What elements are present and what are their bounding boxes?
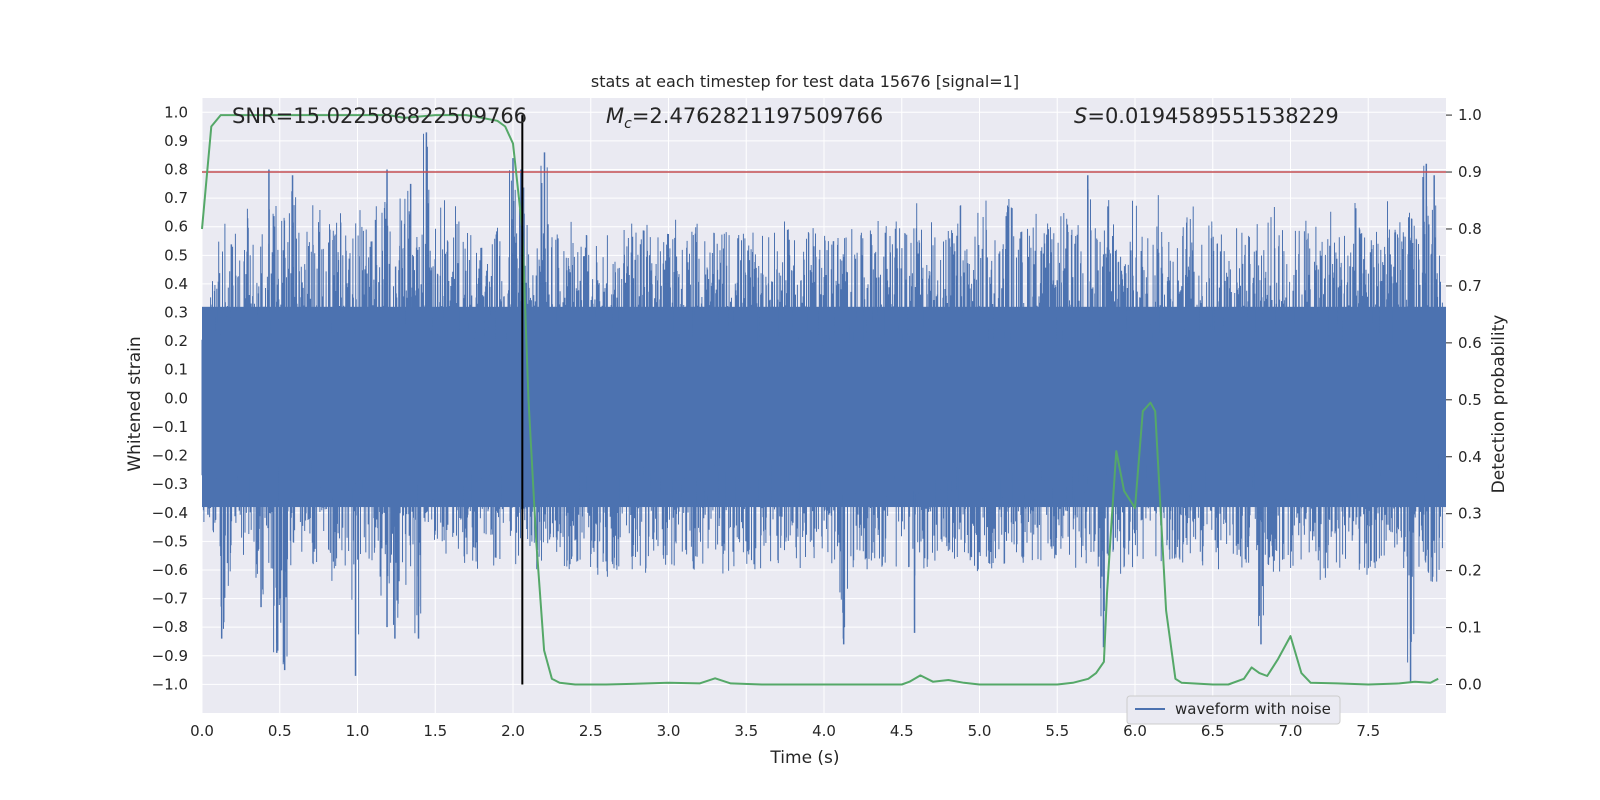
y-axis-label: Whitened strain xyxy=(125,336,145,471)
y-tick-label: −0.7 xyxy=(152,590,188,608)
x-axis-ticks: 0.0 0.5 1.0 1.5 2.0 2.5 3.0 3.5 4.0 4.5 5.0 5.5 6.0 6… xyxy=(190,722,1380,740)
y-tick-label: 0.1 xyxy=(164,361,188,379)
chirp-mass-subscript: c xyxy=(624,116,632,132)
waveform-line xyxy=(201,133,1444,665)
y2-tick-label: 0.1 xyxy=(1458,619,1482,637)
y2-tick-label: 0.7 xyxy=(1458,277,1482,295)
legend-label-waveform: waveform with noise xyxy=(1175,700,1331,718)
y-tick-label: 0.4 xyxy=(164,275,188,293)
y2-tick-label: 0.8 xyxy=(1458,220,1482,238)
y2-tick-label: 0.3 xyxy=(1458,505,1482,523)
y-tick-label: −0.3 xyxy=(152,475,188,493)
y-tick-label: 0.8 xyxy=(164,161,188,179)
y-tick-label: −0.6 xyxy=(152,561,188,579)
x-tick-label: 1.5 xyxy=(423,722,447,740)
y2-tick-label: 0.4 xyxy=(1458,448,1482,466)
y2-tick-label: 0.5 xyxy=(1458,391,1482,409)
s-symbol: S xyxy=(1074,104,1087,128)
y2-tick-label: 1.0 xyxy=(1458,106,1482,124)
y2-axis-ticks: 1.0 0.9 0.8 0.7 0.6 0.5 0.4 0.3 0.2 0.1 0.0 xyxy=(1446,106,1482,694)
x-tick-label: 4.0 xyxy=(812,722,836,740)
y-tick-label: 0.5 xyxy=(164,246,188,264)
y-tick-label: −0.8 xyxy=(152,618,188,636)
x-tick-label: 1.0 xyxy=(346,722,370,740)
x-tick-label: 3.0 xyxy=(657,722,681,740)
x-tick-label: 2.0 xyxy=(501,722,525,740)
chirp-mass-value: =2.4762821197509766 xyxy=(632,104,883,128)
y-tick-label: 0.0 xyxy=(164,389,188,407)
probability-series xyxy=(201,114,1439,686)
x-axis-label: Time (s) xyxy=(769,748,839,768)
waveform-series xyxy=(201,132,1446,682)
chirp-mass-symbol: M xyxy=(606,104,624,128)
y-tick-label: −1.0 xyxy=(152,675,188,693)
y-tick-label: 0.2 xyxy=(164,332,188,350)
x-tick-label: 4.5 xyxy=(890,722,914,740)
y-tick-label: 0.6 xyxy=(164,218,188,236)
probability-line xyxy=(201,114,1439,686)
y-tick-label: 0.3 xyxy=(164,304,188,322)
x-tick-label: 0.5 xyxy=(268,722,292,740)
x-tick-label: 7.0 xyxy=(1279,722,1303,740)
y-tick-label: 0.9 xyxy=(164,132,188,150)
x-tick-label: 6.5 xyxy=(1201,722,1225,740)
legend: waveform with noise xyxy=(1126,695,1341,725)
y-tick-label: 0.7 xyxy=(164,189,188,207)
y2-tick-label: 0.6 xyxy=(1458,334,1482,352)
s-annotation: S=0.0194589551538229 xyxy=(1074,104,1339,128)
s-value: =0.0194589551538229 xyxy=(1087,104,1338,128)
snr-annotation: SNR=15.022586822509766 xyxy=(232,104,527,128)
y-tick-label: −0.2 xyxy=(152,447,188,465)
x-tick-label: 2.5 xyxy=(579,722,603,740)
y2-tick-label: 0.0 xyxy=(1458,676,1482,694)
y-tick-label: −0.1 xyxy=(152,418,188,436)
y-tick-label: −0.5 xyxy=(152,532,188,550)
x-tick-label: 5.5 xyxy=(1045,722,1069,740)
y-tick-label: −0.4 xyxy=(152,504,188,522)
x-tick-label: 7.5 xyxy=(1356,722,1380,740)
chart-title: stats at each timestep for test data 156… xyxy=(591,72,1019,91)
y2-axis-label: Detection probability xyxy=(1489,315,1509,494)
y-axis-ticks: 1.0 0.9 0.8 0.7 0.6 0.5 0.4 0.3 0.2 0.1 0.0 −0.1 −0.… xyxy=(152,103,188,693)
legend-box xyxy=(1126,695,1341,725)
chirp-mass-annotation: Mc=2.4762821197509766 xyxy=(606,104,883,132)
x-tick-label: 0.0 xyxy=(190,722,214,740)
y-tick-label: −0.9 xyxy=(152,647,188,665)
y-tick-label: 1.0 xyxy=(164,103,188,121)
x-tick-label: 6.0 xyxy=(1123,722,1147,740)
x-tick-label: 3.5 xyxy=(734,722,758,740)
y2-tick-label: 0.2 xyxy=(1458,562,1482,580)
x-tick-label: 5.0 xyxy=(968,722,992,740)
y2-tick-label: 0.9 xyxy=(1458,163,1482,181)
